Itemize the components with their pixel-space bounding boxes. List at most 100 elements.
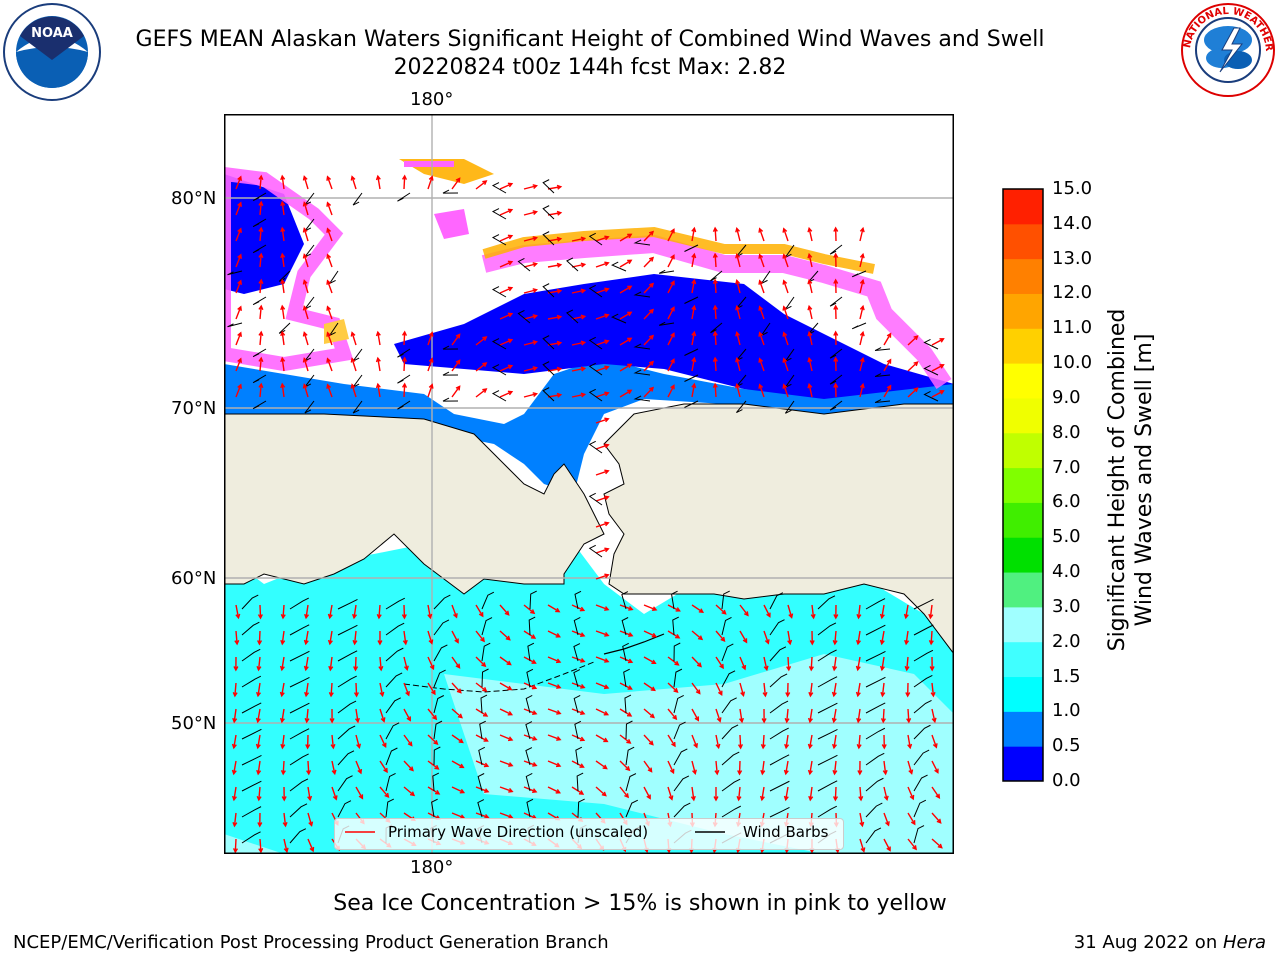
wind-barb [385, 672, 403, 688]
wave-arrowhead [939, 364, 945, 369]
wind-barb [633, 343, 651, 350]
wave-arrow [715, 604, 727, 615]
wave-arrowhead [758, 331, 764, 337]
wind-barb [673, 721, 686, 740]
wave-arrow [258, 630, 261, 645]
wave-arrow [451, 656, 461, 669]
wave-arrowhead [532, 340, 539, 345]
wave-arrow [379, 760, 388, 773]
wave-arrow [715, 760, 718, 775]
wave-arrow [451, 812, 465, 819]
wave-arrow [619, 389, 632, 398]
wave-arrowhead [697, 635, 704, 641]
wave-arrowhead [604, 313, 610, 319]
wave-arrow [691, 656, 702, 667]
wave-arrow [259, 383, 262, 398]
wave-arrowhead [507, 208, 514, 214]
wave-arrowhead [712, 226, 718, 232]
wave-arrowhead [931, 717, 937, 724]
wave-arrow [595, 444, 609, 450]
wind-barb [477, 773, 485, 792]
wave-arrow [235, 228, 242, 242]
wave-arrow [763, 604, 771, 617]
wave-arrow [403, 383, 406, 398]
wave-arrowhead [302, 175, 308, 181]
wave-arrow [691, 254, 696, 268]
wind-barb [621, 617, 629, 636]
wave-arrowhead [937, 843, 943, 849]
wave-arrow [715, 630, 725, 642]
wave-arrow [787, 630, 791, 644]
wave-arrowhead [232, 717, 238, 724]
wave-arrow [595, 786, 607, 797]
wave-arrowhead [782, 279, 788, 285]
wave-arrow [787, 604, 793, 618]
wave-arrowhead [507, 364, 514, 370]
wave-arrowhead [376, 614, 382, 620]
wind-barb [671, 590, 678, 610]
wave-arrow [783, 228, 789, 242]
wave-arrowhead [808, 666, 814, 672]
wave-arrow [235, 280, 242, 294]
wave-arrow [643, 708, 655, 718]
wave-arrow [834, 786, 837, 801]
wave-arrowhead [326, 253, 332, 259]
wind-barb [633, 239, 651, 246]
wave-arrowhead [930, 691, 936, 698]
wave-arrowhead [556, 262, 563, 268]
wave-arrow [331, 734, 335, 749]
wave-arrowhead [258, 356, 264, 363]
wind-barb [913, 624, 934, 636]
wave-arrowhead [457, 713, 463, 719]
footer-credit: NCEP/EMC/Verification Post Processing Pr… [13, 932, 609, 953]
wave-arrowhead [235, 613, 241, 620]
colorbar-segment [1003, 606, 1043, 643]
wave-arrowhead [674, 660, 680, 666]
wind-barb [433, 594, 451, 610]
wave-arrowhead [831, 743, 837, 750]
wave-arrowhead [808, 691, 814, 698]
wave-arrowhead [627, 658, 634, 664]
wave-arrowhead [302, 227, 308, 233]
wave-arrow [257, 734, 261, 748]
wind-barb [817, 622, 837, 636]
wave-arrowhead [913, 361, 919, 367]
wind-barb [573, 643, 581, 662]
wave-arrowhead [721, 609, 727, 615]
wave-arrow [281, 630, 285, 644]
wind-barb [829, 296, 843, 307]
wave-arrow [281, 306, 285, 320]
wave-arrowhead [912, 845, 917, 851]
wave-arrowhead [326, 357, 332, 363]
wave-arrow [326, 228, 333, 242]
wave-arrow [235, 306, 242, 320]
wave-arrow [523, 211, 537, 216]
wind-barb [337, 775, 353, 792]
wave-arrowhead [694, 716, 700, 722]
wave-arrow [833, 682, 837, 696]
wave-arrowhead [719, 663, 724, 670]
wave-arrow [305, 604, 309, 618]
wave-arrowhead [906, 718, 912, 724]
wind-barb [241, 831, 261, 844]
wave-arrow [547, 734, 561, 741]
wave-arrow [833, 656, 837, 670]
wave-arrow [305, 682, 309, 696]
wind-barb [477, 799, 485, 818]
wave-arrowhead [304, 613, 310, 620]
wave-arrowhead [879, 665, 885, 672]
wave-arrow [931, 786, 940, 799]
wave-arrowhead [403, 665, 409, 672]
wind-barb [760, 322, 771, 337]
wind-barb [874, 399, 891, 404]
graticule [224, 114, 954, 854]
wind-barb [289, 728, 310, 740]
colorbar-tick: 7.0 [1052, 456, 1081, 478]
colorbar-tick: 13.0 [1052, 247, 1093, 269]
wave-arrowhead [913, 335, 919, 341]
wave-arrowhead [735, 356, 741, 363]
wave-arrow [643, 309, 654, 320]
wave-arrow [714, 357, 717, 372]
wave-arrowhead [282, 821, 288, 828]
wind-barb [278, 322, 291, 334]
